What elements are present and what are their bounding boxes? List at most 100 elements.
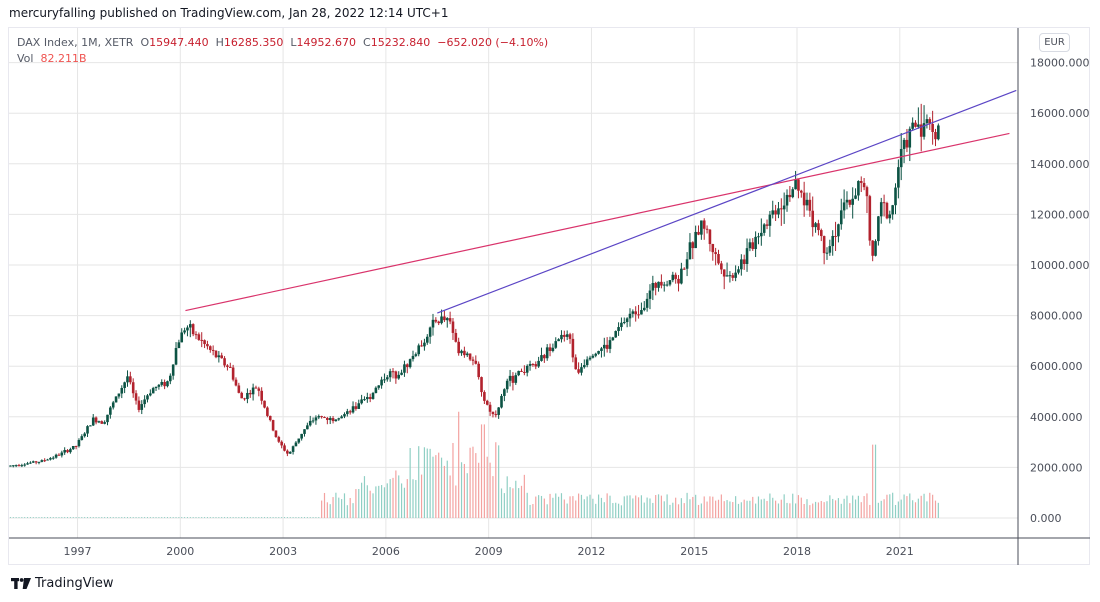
close-label: C — [363, 36, 371, 49]
candle-body — [37, 461, 41, 463]
candle-body — [751, 242, 755, 250]
chart-frame — [8, 27, 1090, 565]
price-tick-label: 14000.000 — [1030, 158, 1090, 171]
candle-body — [66, 450, 69, 453]
time-tick-label: 2006 — [372, 545, 400, 558]
candle-body — [143, 399, 146, 405]
candle-body — [405, 364, 409, 368]
price-tick-label: 8000.000 — [1030, 310, 1083, 323]
candle-body — [565, 334, 569, 337]
candle-body — [728, 275, 732, 277]
price-tick-label: 6000.000 — [1030, 360, 1083, 373]
candle-body — [694, 231, 697, 249]
candle-body — [828, 246, 832, 253]
candle-body — [360, 399, 363, 404]
candle-body — [386, 377, 389, 380]
candle-body — [397, 374, 401, 379]
candle-body — [540, 355, 543, 361]
candle-body — [617, 327, 620, 332]
candle-body — [408, 359, 412, 368]
ohlc-row: DAX Index, 1M, XETR O15947.440 H16285.35… — [17, 35, 548, 51]
candle-body — [925, 119, 929, 124]
candle-body — [771, 210, 775, 215]
candle-body — [874, 241, 877, 256]
currency-button[interactable]: EUR — [1039, 33, 1070, 52]
candle-body — [29, 462, 32, 464]
candle-body — [577, 369, 580, 373]
open-value: 15947.440 — [149, 36, 209, 49]
candle-body — [51, 457, 55, 459]
candle-body — [919, 124, 923, 137]
candle-body — [20, 465, 24, 467]
candle-body — [257, 388, 261, 391]
candle-body — [445, 318, 449, 321]
candle-body — [280, 441, 283, 446]
candle-body — [277, 436, 281, 442]
candle-body — [320, 416, 323, 418]
candle-body — [31, 461, 35, 463]
candle-body — [111, 402, 115, 408]
candle-body — [440, 316, 443, 324]
candle-body — [697, 231, 700, 235]
candle-body — [346, 411, 349, 415]
tradingview-brand[interactable]: TradingView — [11, 576, 114, 591]
candle-body — [822, 236, 826, 254]
candle-body — [403, 364, 406, 373]
candle-body — [46, 459, 49, 461]
candle-body — [331, 418, 335, 422]
candle-body — [23, 464, 27, 466]
candle-body — [702, 220, 706, 229]
candle-body — [163, 381, 166, 387]
candle-body — [49, 458, 52, 460]
candle-body — [568, 334, 572, 339]
high-value: 16285.350 — [223, 36, 284, 49]
candle-body — [722, 269, 726, 277]
candle-body — [243, 398, 246, 400]
candle-body — [911, 122, 914, 129]
candle-body — [234, 379, 238, 386]
candle-body — [60, 452, 64, 456]
change-value: −652.020 (−4.10%) — [437, 36, 549, 49]
candle-body — [608, 340, 612, 349]
candle-body — [511, 375, 515, 383]
candle-body — [86, 426, 89, 434]
candle-body — [602, 344, 606, 349]
candle-body — [674, 274, 677, 279]
candle-body — [560, 334, 563, 340]
candle-body — [831, 235, 835, 247]
candle-body — [748, 242, 752, 249]
time-axis: 1997 2000 2003 2006 2009 2012 2015 2018 2021 — [9, 537, 1090, 558]
candle-body — [885, 202, 889, 219]
candle-body — [220, 355, 224, 359]
candle-body — [174, 348, 178, 365]
candle-body — [286, 450, 289, 454]
candle-body — [605, 344, 609, 349]
candle-body — [682, 268, 686, 270]
candle-body — [103, 422, 106, 424]
candle-body — [805, 199, 809, 206]
candle-body — [94, 417, 98, 423]
candle-body — [97, 421, 101, 423]
candle-body — [374, 387, 378, 393]
time-tick-label: 2018 — [783, 545, 811, 558]
candle-body — [474, 360, 478, 364]
candle-body — [797, 179, 800, 191]
candle-body — [648, 290, 652, 299]
candle-body — [637, 314, 640, 316]
candle-body — [868, 196, 872, 241]
candle-body — [120, 387, 124, 394]
candle-body — [862, 182, 866, 188]
candle-body — [725, 275, 729, 277]
grid-lines — [9, 28, 1018, 538]
candle-body — [494, 414, 498, 416]
candle-body — [288, 451, 292, 454]
candle-body — [485, 400, 489, 405]
time-tick-label: 2015 — [680, 545, 708, 558]
candle-body — [343, 414, 346, 417]
close-value: 15232.840 — [370, 36, 431, 49]
candle-body — [668, 280, 672, 285]
candle-body — [388, 371, 392, 378]
candle-body — [628, 313, 632, 319]
candle-body — [705, 228, 709, 230]
